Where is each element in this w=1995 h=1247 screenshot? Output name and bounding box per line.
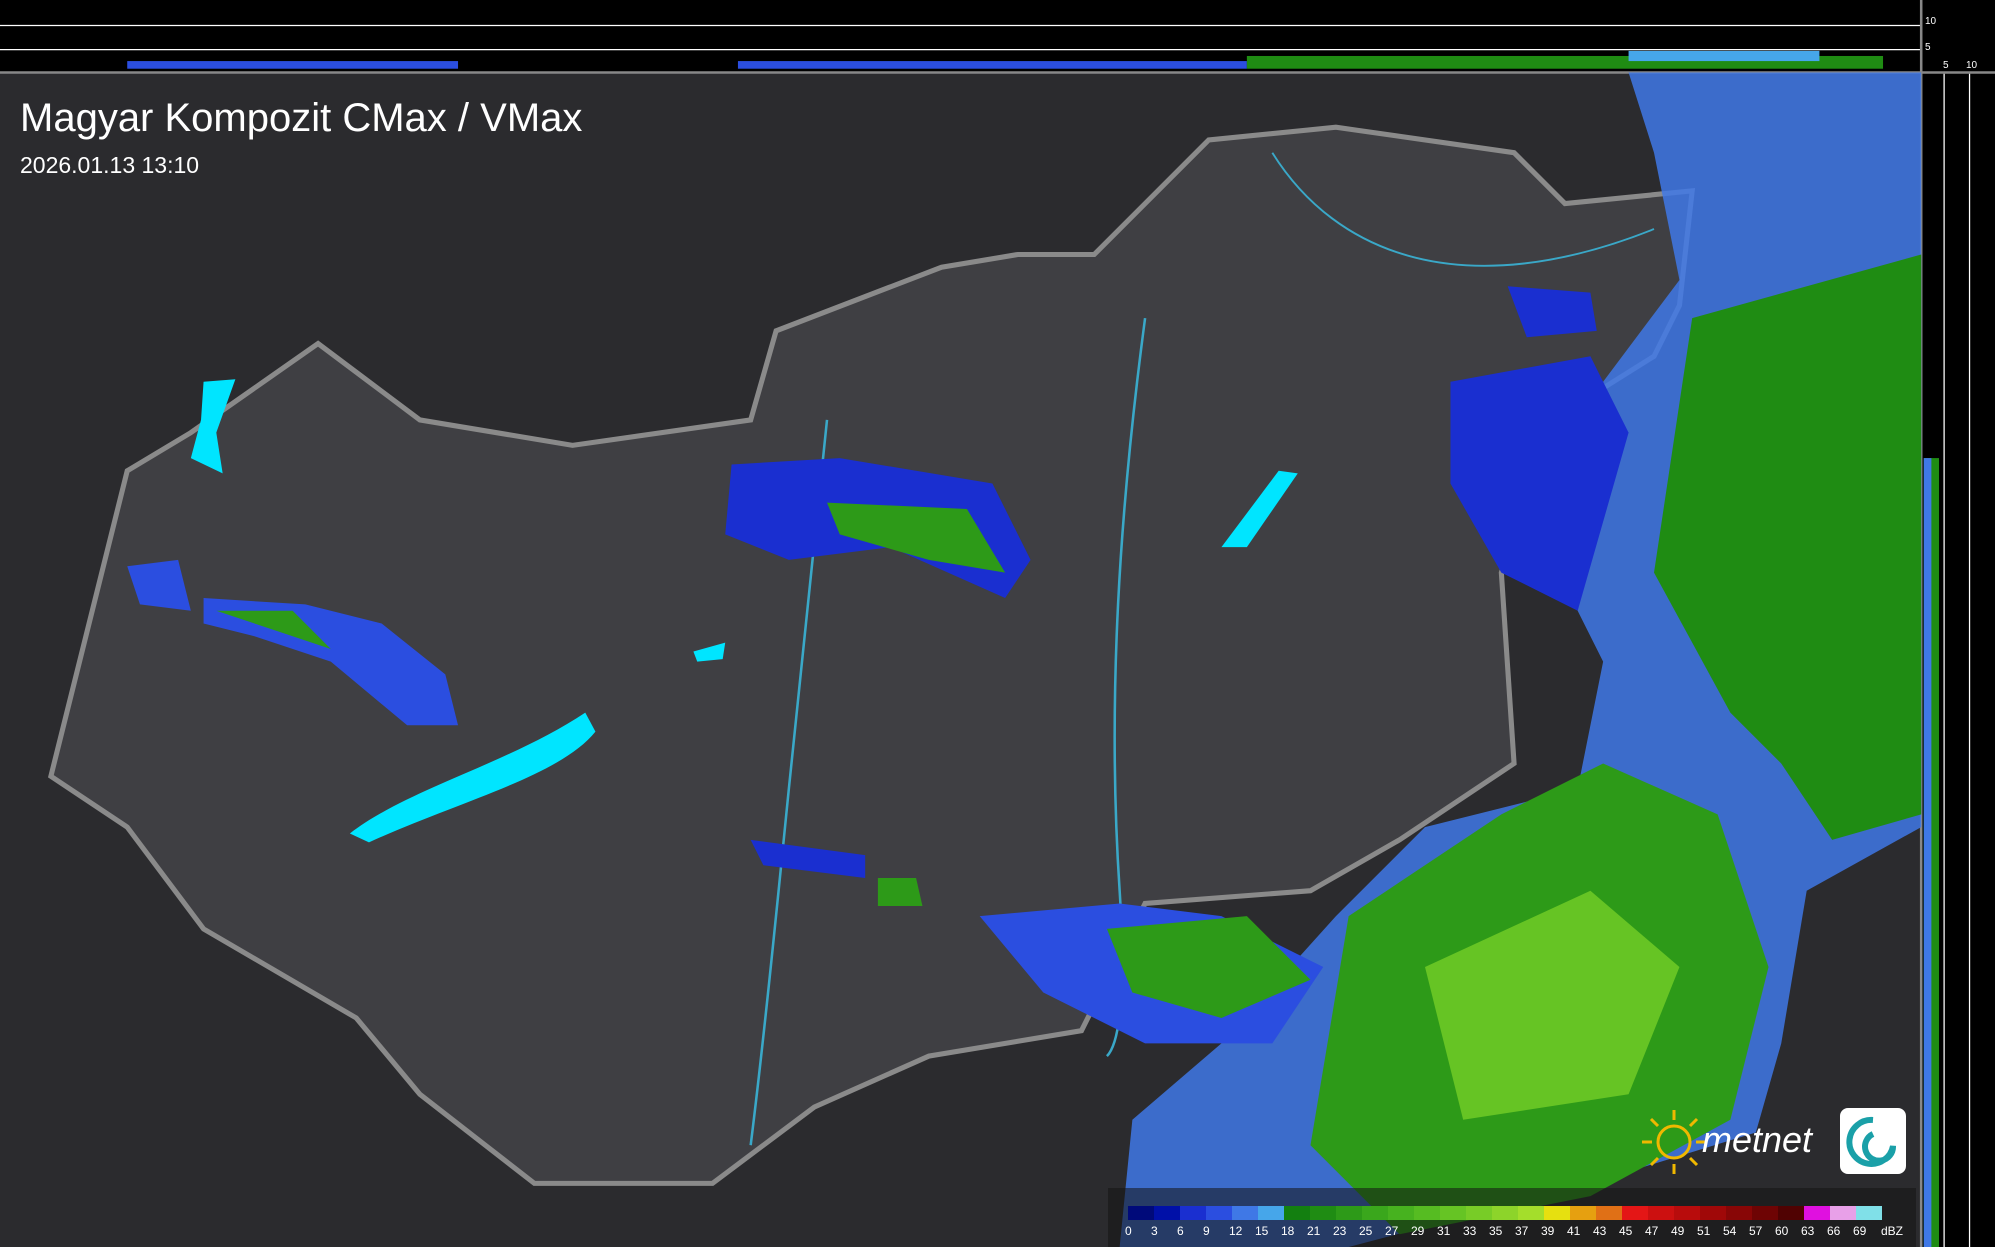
legend-label: 23 — [1333, 1224, 1347, 1238]
legend-label: 12 — [1229, 1224, 1243, 1238]
lake-tisza — [1221, 470, 1298, 548]
legend-label: 31 — [1437, 1224, 1451, 1238]
legend-swatch — [1544, 1206, 1570, 1220]
color-legend: 0 3 6 9 12 15 18 21 23 25 27 29 31 33 35 37 39 41 43 45 47 49… — [1108, 1188, 1916, 1247]
legend-swatch — [1830, 1206, 1856, 1220]
legend-swatch — [1726, 1206, 1752, 1220]
legend-label: 47 — [1645, 1224, 1659, 1238]
legend-label: 54 — [1723, 1224, 1737, 1238]
legend-swatch — [1596, 1206, 1622, 1220]
legend-swatch — [1154, 1206, 1180, 1220]
legend-swatch — [1492, 1206, 1518, 1220]
legend-swatch — [1258, 1206, 1284, 1220]
legend-swatch — [1518, 1206, 1544, 1220]
legend-label: 35 — [1489, 1224, 1503, 1238]
legend-swatch — [1362, 1206, 1388, 1220]
legend-label: 25 — [1359, 1224, 1373, 1238]
legend-label: 37 — [1515, 1224, 1529, 1238]
legend-swatch — [1206, 1206, 1232, 1220]
legend-swatch — [1232, 1206, 1258, 1220]
legend-swatches — [1128, 1206, 1882, 1220]
map-title: Magyar Kompozit CMax / VMax — [20, 96, 583, 140]
legend-label: 0 — [1125, 1224, 1132, 1238]
legend-swatch — [1700, 1206, 1726, 1220]
legend-swatch — [1180, 1206, 1206, 1220]
legend-label: 21 — [1307, 1224, 1321, 1238]
lake-neusiedl — [190, 379, 236, 474]
legend-swatch — [1336, 1206, 1362, 1220]
legend-label: 60 — [1775, 1224, 1789, 1238]
bottom-tick: 10 — [1966, 60, 1978, 71]
legend-label: 66 — [1827, 1224, 1841, 1238]
legend-swatch — [1674, 1206, 1700, 1220]
legend-label: 43 — [1593, 1224, 1607, 1238]
legend-label: 9 — [1203, 1224, 1210, 1238]
legend-unit: dBZ — [1881, 1224, 1904, 1238]
svg-text:metnet: metnet — [1702, 1119, 1814, 1160]
legend-label: 18 — [1281, 1224, 1295, 1238]
legend-label: 3 — [1151, 1224, 1158, 1238]
legend-swatch — [1778, 1206, 1804, 1220]
legend-label: 63 — [1801, 1224, 1815, 1238]
lake-balaton — [349, 712, 596, 843]
side-tick: 5 — [1925, 42, 1931, 53]
legend-label: 69 — [1853, 1224, 1867, 1238]
legend-swatch — [1752, 1206, 1778, 1220]
swirl-icon — [1846, 1116, 1896, 1167]
legend-label: 41 — [1567, 1224, 1581, 1238]
legend-swatch — [1648, 1206, 1674, 1220]
legend-labels: 0 3 6 9 12 15 18 21 23 25 27 29 31 33 35 37 39 41 43 45 47 49… — [1125, 1224, 1907, 1238]
metnet-logo: metnet — [1642, 1108, 1906, 1174]
legend-swatch — [1388, 1206, 1414, 1220]
bottom-tick: 5 — [1943, 60, 1949, 71]
legend-label: 15 — [1255, 1224, 1269, 1238]
legend-swatch — [1310, 1206, 1336, 1220]
legend-swatch — [1440, 1206, 1466, 1220]
legend-label: 51 — [1697, 1224, 1711, 1238]
sun-icon — [1642, 1110, 1706, 1174]
side-tick: 10 — [1925, 16, 1937, 27]
legend-swatch — [1622, 1206, 1648, 1220]
legend-label: 6 — [1177, 1224, 1184, 1238]
legend-label: 29 — [1411, 1224, 1425, 1238]
legend-label: 39 — [1541, 1224, 1555, 1238]
legend-swatch — [1570, 1206, 1596, 1220]
legend-swatch — [1414, 1206, 1440, 1220]
legend-swatch — [1856, 1206, 1882, 1220]
radar-echoes — [127, 72, 1922, 1247]
legend-label: 45 — [1619, 1224, 1633, 1238]
legend-swatch — [1284, 1206, 1310, 1220]
legend-swatch — [1466, 1206, 1492, 1220]
legend-label: 33 — [1463, 1224, 1477, 1238]
legend-label: 57 — [1749, 1224, 1763, 1238]
map-timestamp: 2026.01.13 13:10 — [20, 152, 200, 178]
legend-swatch — [1128, 1206, 1154, 1220]
legend-label: 49 — [1671, 1224, 1685, 1238]
legend-swatch — [1804, 1206, 1830, 1220]
top-profile-echo — [127, 61, 459, 69]
legend-label: 27 — [1385, 1224, 1399, 1238]
